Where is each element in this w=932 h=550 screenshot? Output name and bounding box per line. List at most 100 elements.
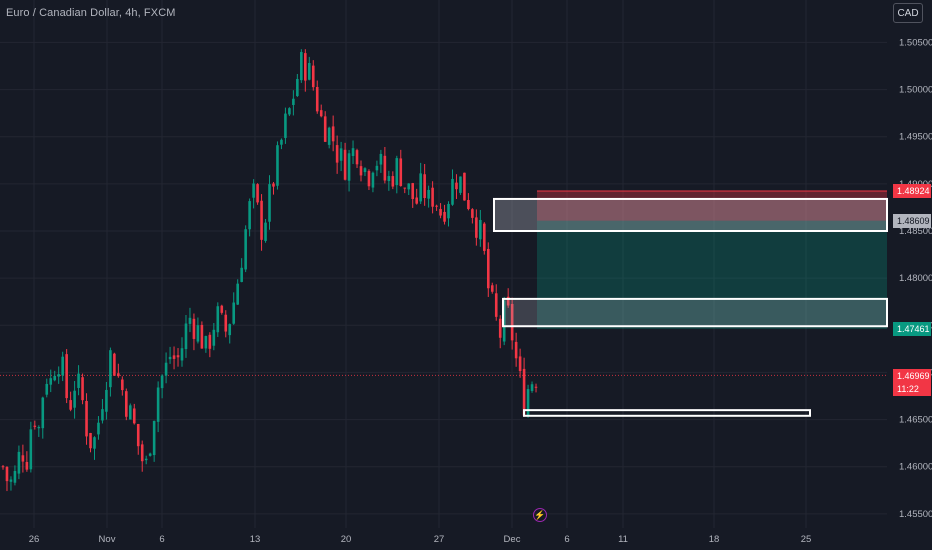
- candle-body: [232, 302, 236, 324]
- candle-body: [200, 324, 204, 349]
- candle-body: [164, 362, 168, 376]
- candle-body: [113, 353, 116, 376]
- candle-body: [486, 248, 490, 289]
- zone-box[interactable]: [493, 197, 888, 232]
- y-tick-label: 1.48000: [899, 273, 932, 284]
- candle-body: [311, 65, 315, 88]
- candle-body: [57, 374, 60, 377]
- candle-body: [498, 318, 502, 338]
- y-tick-label: 1.45500: [899, 509, 932, 520]
- position-tool[interactable]: [537, 190, 887, 329]
- candle-body: [93, 437, 96, 449]
- x-tick-label: 20: [341, 534, 352, 545]
- candle-body: [451, 178, 454, 205]
- candle-body: [483, 223, 486, 251]
- x-tick-label: Nov: [99, 534, 116, 545]
- candle-body: [479, 219, 482, 240]
- candle-body: [216, 306, 220, 333]
- zone-boxes[interactable]: [493, 197, 888, 417]
- candle-body: [45, 383, 49, 395]
- candle-body: [471, 209, 474, 218]
- candle-body: [184, 323, 188, 350]
- candle-body: [447, 203, 450, 219]
- candle-body: [383, 155, 387, 181]
- y-tick-label: 1.49500: [899, 132, 932, 143]
- candle-body: [375, 165, 379, 171]
- countdown-tag: 11:22: [893, 382, 931, 396]
- candle-body: [260, 200, 263, 240]
- candle-body: [347, 153, 351, 181]
- stop-zone[interactable]: [537, 191, 887, 221]
- grid-lines: [0, 0, 887, 528]
- candle-body: [228, 324, 232, 336]
- entry-price-tag: 1.48609: [893, 214, 931, 228]
- candle-body: [61, 356, 64, 376]
- candle-body: [506, 296, 510, 306]
- candle-body: [13, 471, 17, 483]
- candle-body: [284, 113, 287, 138]
- candle-body: [431, 187, 434, 207]
- candle-body: [331, 126, 335, 142]
- candle-body: [212, 329, 216, 346]
- candle-body: [419, 173, 422, 202]
- candle-body: [224, 314, 228, 332]
- candle-body: [65, 354, 68, 399]
- candle-body: [196, 325, 200, 342]
- y-tick-label: 1.46000: [899, 462, 932, 473]
- last-price-tag: 1.46969: [893, 369, 931, 383]
- candle-body: [17, 451, 21, 474]
- x-tick-label: 25: [801, 534, 812, 545]
- zone-box[interactable]: [523, 409, 811, 417]
- x-tick-label: 27: [434, 534, 445, 545]
- candle-body: [307, 63, 311, 80]
- candle-body: [467, 199, 470, 209]
- candle-body: [176, 355, 180, 358]
- candle-body: [351, 148, 355, 156]
- candle-body: [391, 176, 395, 187]
- candle-body: [1, 466, 5, 468]
- currency-button[interactable]: CAD: [893, 3, 923, 23]
- target-zone[interactable]: [537, 220, 887, 329]
- candle-body: [117, 373, 120, 377]
- candle-body: [252, 183, 255, 198]
- candle-body: [403, 187, 407, 189]
- candle-body: [256, 184, 259, 203]
- candle-body: [140, 444, 144, 462]
- candle-body: [490, 285, 494, 292]
- zone-box[interactable]: [502, 297, 888, 328]
- candle-body: [315, 86, 319, 112]
- candle-body: [156, 387, 160, 422]
- candle-body: [152, 420, 156, 456]
- x-tick-label: 6: [159, 534, 164, 545]
- candle-body: [339, 148, 343, 161]
- candle-body: [109, 350, 112, 388]
- candle-body: [29, 429, 33, 470]
- candle-body: [276, 145, 279, 186]
- candle-body: [367, 170, 371, 187]
- candle-body: [304, 53, 307, 81]
- candle-body: [73, 390, 76, 408]
- candle-body: [264, 222, 267, 241]
- candle-body: [168, 356, 172, 360]
- price-axis[interactable]: 1.455001.460001.465001.470001.475001.480…: [899, 37, 932, 519]
- stop-price-tag: 1.48924: [893, 184, 931, 198]
- x-tick-label: 13: [250, 534, 261, 545]
- candle-body: [518, 356, 522, 372]
- chart-title: Euro / Canadian Dollar, 4h, FXCM: [6, 7, 176, 19]
- y-tick-label: 1.50000: [899, 85, 932, 96]
- candle-body: [343, 149, 347, 180]
- candle-body: [53, 375, 57, 381]
- candle-body: [49, 378, 53, 385]
- candle-body: [25, 461, 29, 470]
- x-tick-label: Dec: [504, 534, 521, 545]
- candle-body: [132, 408, 136, 424]
- candle-body: [407, 183, 411, 190]
- candle-body: [439, 208, 442, 216]
- candle-body: [530, 384, 534, 391]
- time-axis[interactable]: 26 Nov 6 13 20 27 Dec 6 11 18 25: [29, 534, 812, 545]
- candle-body: [128, 405, 132, 420]
- events-bolt-icon[interactable]: ⚡: [533, 508, 547, 522]
- candle-body: [41, 397, 45, 429]
- x-tick-label: 6: [564, 534, 569, 545]
